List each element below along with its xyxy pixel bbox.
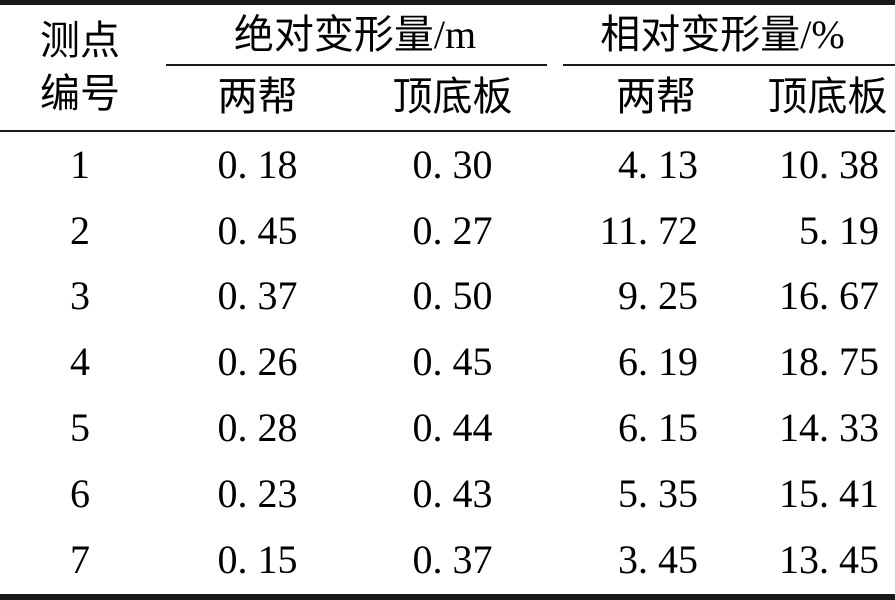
cell-abs-sides: 0. 23 [217, 470, 298, 516]
cell-abs-sides: 0. 37 [217, 273, 298, 319]
cell-rel-sides: 9. 25 [618, 273, 699, 319]
header-point-line2: 编号 [40, 70, 120, 116]
table-row: 6 0. 23 0. 43 5. 35 15. 41 [0, 461, 895, 527]
cell-rel-roof-floor: 16. 67 [779, 273, 880, 319]
cell-rel-roof-floor: 13. 45 [779, 537, 880, 583]
header-point-line1: 测点 [40, 17, 120, 63]
cell-abs-roof-floor: 0. 45 [412, 339, 493, 385]
cell-abs-sides: 0. 45 [217, 207, 298, 253]
table-header: 测点 编号 绝对变形量/m 相对变形量/% 两帮 顶底板 两帮 顶底板 [0, 2, 895, 132]
table-row: 7 0. 15 0. 37 3. 45 13. 45 [0, 526, 895, 597]
cell-rel-sides: 11. 72 [599, 207, 699, 253]
cell-point: 2 [70, 207, 90, 253]
cell-rel-roof-floor: 14. 33 [779, 404, 880, 450]
cell-abs-roof-floor: 0. 44 [412, 404, 493, 450]
table-row: 4 0. 26 0. 45 6. 19 18. 75 [0, 329, 895, 395]
cell-abs-roof-floor: 0. 30 [412, 141, 493, 187]
cell-abs-sides: 0. 15 [217, 537, 298, 583]
cell-point: 6 [70, 470, 90, 516]
cell-abs-sides: 0. 18 [217, 141, 298, 187]
subheader-rel-roof-floor: 顶底板 [710, 64, 895, 132]
cell-rel-sides: 6. 15 [618, 404, 699, 450]
cell-rel-roof-floor: 5. 19 [799, 207, 880, 253]
cell-rel-sides: 3. 45 [618, 537, 699, 583]
header-group-relative-label: 相对变形量/% [600, 11, 845, 57]
table-row: 3 0. 37 0. 50 9. 25 16. 67 [0, 264, 895, 330]
cell-rel-roof-floor: 10. 38 [779, 141, 880, 187]
header-row-groups: 测点 编号 绝对变形量/m 相对变形量/% [0, 2, 895, 132]
header-group-absolute-deformation: 绝对变形量/m [160, 3, 550, 65]
cell-point: 3 [70, 273, 90, 319]
cell-abs-sides: 0. 28 [217, 404, 298, 450]
cell-abs-roof-floor: 0. 27 [412, 207, 493, 253]
table-row: 1 0. 18 0. 30 4. 13 10. 38 [0, 131, 895, 198]
subheader-rel-sides: 两帮 [550, 64, 711, 132]
cell-point: 1 [70, 141, 90, 187]
cell-abs-sides: 0. 26 [217, 339, 298, 385]
header-group-relative-deformation: 相对变形量/% [550, 3, 895, 65]
table-body: 1 0. 18 0. 30 4. 13 10. 38 2 0. 45 0. 27… [0, 131, 895, 598]
table-row: 2 0. 45 0. 27 11. 72 5. 19 [0, 198, 895, 264]
cell-rel-sides: 6. 19 [618, 339, 699, 385]
subheader-abs-sides: 两帮 [160, 64, 355, 132]
cell-abs-roof-floor: 0. 37 [412, 537, 493, 583]
cell-point: 5 [70, 404, 90, 450]
cell-abs-roof-floor: 0. 50 [412, 273, 493, 319]
cell-rel-sides: 5. 35 [618, 470, 699, 516]
cell-abs-roof-floor: 0. 43 [412, 470, 493, 516]
header-group-absolute-label: 绝对变形量/m [233, 11, 477, 57]
subheader-abs-roof-floor: 顶底板 [355, 64, 551, 132]
cell-rel-sides: 4. 13 [618, 141, 699, 187]
header-point-number: 测点 编号 [0, 2, 160, 132]
cell-rel-roof-floor: 18. 75 [779, 339, 880, 385]
header-point-number-stack: 测点 编号 [0, 17, 160, 116]
cell-point: 7 [70, 537, 90, 583]
cell-rel-roof-floor: 15. 41 [779, 470, 880, 516]
table-row: 5 0. 28 0. 44 6. 15 14. 33 [0, 395, 895, 461]
header-row-subcolumns: 两帮 顶底板 两帮 顶底板 [0, 64, 895, 132]
cell-point: 4 [70, 339, 90, 385]
